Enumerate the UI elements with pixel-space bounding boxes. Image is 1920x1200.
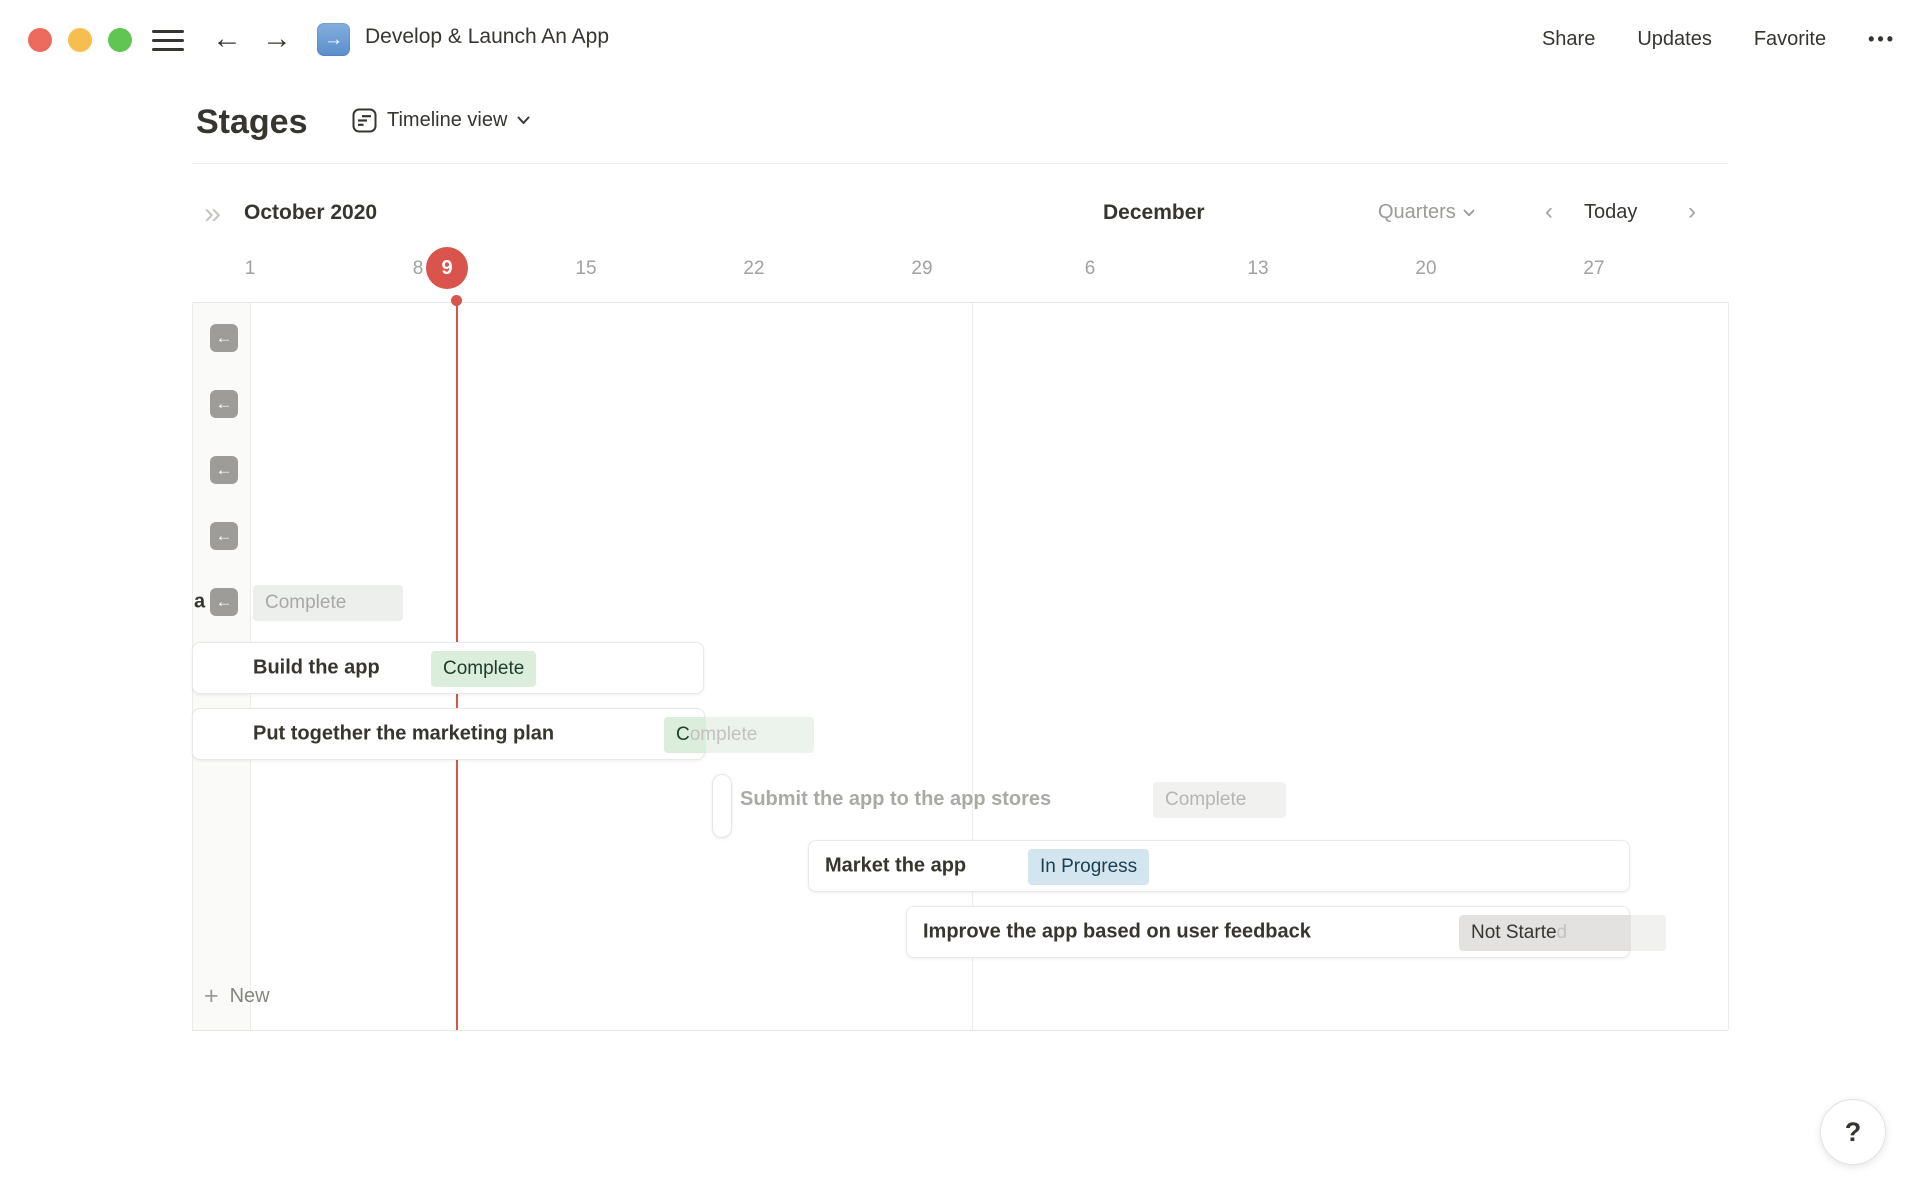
today-dot [451,295,462,306]
header-divider [192,163,1728,164]
status-chip-faded-part: omplete [689,724,758,745]
date-tick: 8 [412,258,424,279]
page-emoji-icon: → [317,23,350,56]
status-chip: In Progress [1028,849,1150,885]
date-tick: 29 [911,258,933,279]
forward-button[interactable]: → [262,22,292,55]
status-chip: Complete [431,651,537,687]
today-date-badge[interactable]: 9 [426,247,468,289]
bar-title: Improve the app based on user feedback [923,920,1311,943]
clipped-bar-label: a [194,590,206,613]
share-button[interactable]: Share [1541,27,1596,50]
scroll-to-bar-button[interactable]: ← [210,390,238,418]
left-arrow-icon: ← [215,394,233,413]
timeline-view-icon [352,108,377,133]
date-tick: 27 [1583,258,1605,279]
view-switcher[interactable]: Timeline view [352,108,530,133]
left-month-label: October 2020 [244,201,378,224]
month-gridline-dec [972,303,973,1030]
left-arrow-icon: ← [215,460,233,479]
next-period-button[interactable]: › [1688,198,1696,225]
left-arrow-icon: ← [215,526,233,545]
status-chip-solid-part: Not Starte [1471,922,1557,943]
right-month-label: December [1103,201,1205,224]
date-tick: 22 [743,258,765,279]
bar-title: Put together the marketing plan [253,722,555,745]
breadcrumb-page-title[interactable]: Develop & Launch An App [365,25,610,48]
topbar-actions: Share Updates Favorite ••• [1542,0,1896,78]
favorite-button[interactable]: Favorite [1753,27,1827,50]
scroll-to-bar-button[interactable]: ← [210,588,238,616]
timeline-bar-market-the-app[interactable]: Market the app In Progress [808,840,1630,892]
expand-rows-icon[interactable]: ›› [204,197,221,230]
window-close-button[interactable] [28,28,52,52]
more-options-button[interactable]: ••• [1868,28,1896,49]
scroll-to-bar-button[interactable]: ← [210,456,238,484]
today-button[interactable]: Today [1584,201,1638,223]
bar-drag-handle[interactable] [712,774,732,838]
date-tick: 1 [244,258,256,279]
left-arrow-icon: ← [215,592,233,611]
left-arrow-icon: ← [215,328,233,347]
sidebar-menu-icon[interactable] [152,24,184,57]
new-item-button[interactable]: + New [204,984,270,1009]
date-tick: 15 [575,258,597,279]
bar-title: Build the app [253,656,380,679]
timeline-right-border [1728,302,1729,1030]
date-tick: 20 [1415,258,1437,279]
chevron-down-icon [517,116,530,124]
timeline-bar-build-the-app[interactable]: Build the app Complete [192,642,704,694]
status-chip: Complete [664,717,814,753]
updates-button[interactable]: Updates [1637,27,1712,50]
date-tick: 6 [1084,258,1096,279]
scroll-to-bar-button[interactable]: ← [210,522,238,550]
timeline-bottom-border [192,1030,1728,1031]
timeline-top-border [192,302,1728,303]
date-tick: 13 [1247,258,1269,279]
bar-title-dimmed[interactable]: Submit the app to the app stores [740,788,1052,810]
plus-icon: + [204,982,219,1010]
status-chip: Complete [1153,782,1286,818]
previous-period-button[interactable]: ‹ [1545,198,1553,225]
chevron-down-icon [1463,209,1475,216]
new-item-label: New [229,985,270,1007]
timeline-bar-marketing-plan[interactable]: Put together the marketing plan Complete [192,708,814,760]
window-minimize-button[interactable] [68,28,92,52]
status-chip: Complete [253,585,403,621]
zoom-level-dropdown[interactable]: Quarters [1378,201,1475,224]
view-switcher-label: Timeline view [387,109,508,131]
page-title: Stages [196,103,308,141]
window-zoom-button[interactable] [108,28,132,52]
scroll-to-bar-button[interactable]: ← [210,324,238,352]
timeline-bar-improve-the-app[interactable]: Improve the app based on user feedback N… [906,906,1666,958]
help-button[interactable]: ? [1820,1099,1886,1165]
status-chip-faded-part: d [1556,922,1568,943]
status-chip: Not Started [1459,915,1666,951]
zoom-level-label: Quarters [1378,201,1456,223]
status-chip-solid-part: C [676,724,690,745]
back-button[interactable]: ← [212,22,242,55]
bar-title: Market the app [825,854,967,877]
